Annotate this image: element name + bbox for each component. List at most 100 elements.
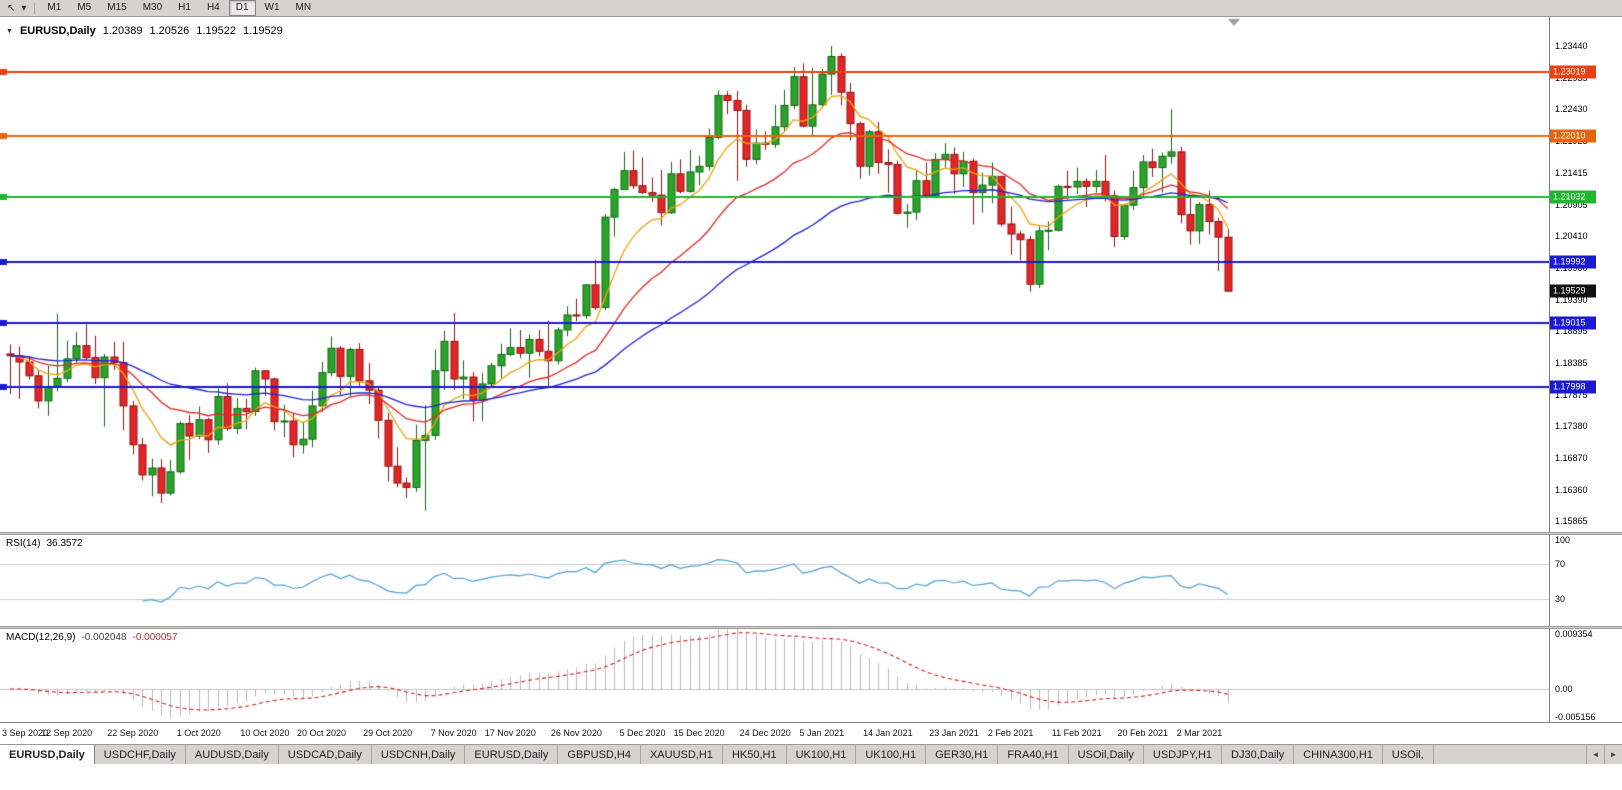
pointer-tool-icon[interactable]: ↖	[7, 2, 16, 14]
chart-tab[interactable]: DJ30,Daily	[1222, 745, 1295, 764]
rsi-panel: RSI(14) 36.3572 100 70 30	[0, 535, 1622, 626]
date-label: 3 Sep 2020	[2, 728, 49, 738]
chart-tab[interactable]: FRA40,H1	[998, 745, 1069, 764]
rsi-canvas[interactable]	[0, 535, 1549, 626]
timeframe-button-h4[interactable]: H4	[206, 2, 220, 13]
chart-tab[interactable]: AUDUSD,Daily	[186, 745, 279, 764]
macd-signal-value: -0.000057	[132, 632, 178, 643]
timeframe-button-w1[interactable]: W1	[264, 2, 280, 13]
toolbar: ↖ ▾ M1 M5 M15 M30 H1 H4 D1 W1 MN	[0, 0, 1622, 17]
date-label: 15 Dec 2020	[673, 728, 725, 738]
price-scale-tick: 1.20905	[1555, 199, 1588, 210]
rsi-scale-tick: 70	[1555, 559, 1566, 570]
ohlc-close: 1.19529	[243, 25, 283, 37]
chart-symbol-label: EURUSD,Daily	[19, 25, 96, 37]
macd-splitter[interactable]	[0, 626, 1622, 629]
ohlc-open: 1.20389	[102, 25, 143, 37]
date-label: 12 Sep 2020	[41, 728, 93, 738]
chart-tab[interactable]: GER30,H1	[926, 745, 999, 764]
chart-tabs: EURUSD,Daily USDCHF,Daily AUDUSD,Daily USDC…	[0, 745, 1434, 764]
date-label: 10 Oct 2020	[240, 728, 290, 738]
price-scale-tick: 1.16870	[1555, 452, 1588, 463]
rsi-scale-tick: 100	[1555, 535, 1571, 545]
date-label: 20 Feb 2021	[1117, 728, 1169, 738]
macd-scale-tick: 0.009354	[1555, 629, 1593, 639]
price-chart-canvas[interactable]	[0, 17, 1549, 532]
price-scale-tick: 1.21415	[1555, 167, 1588, 178]
hline-price-label: 1.19015	[1550, 316, 1596, 330]
chart-tab[interactable]: USDCHF,Daily	[95, 745, 186, 764]
chart-tab[interactable]: UK100,H1	[856, 745, 927, 764]
hline-price-label: 1.23019	[1550, 65, 1596, 79]
date-label: 23 Jan 2021	[929, 728, 979, 738]
timeframe-button-mn[interactable]: MN	[295, 2, 312, 13]
price-scale-tick: 1.15865	[1555, 516, 1588, 527]
chart-tab[interactable]: USDCAD,Daily	[279, 745, 372, 764]
macd-scale[interactable]: 0.009354 0.00 -0.005156	[1549, 629, 1622, 722]
current-price-label: 1.19529	[1550, 284, 1596, 298]
ohlc-high: 1.20526	[149, 25, 190, 37]
tab-scroll-arrows: ◄ ►	[1586, 745, 1622, 764]
date-label: 22 Sep 2020	[107, 728, 159, 738]
timeframe-button-h1[interactable]: H1	[178, 2, 191, 13]
price-scale-tick: 1.18385	[1555, 357, 1588, 368]
date-label: 20 Oct 2020	[296, 728, 347, 738]
macd-scale-tick: -0.005156	[1555, 712, 1596, 722]
macd-header: MACD(12,26,9) -0.002048 -0.000057	[6, 632, 178, 643]
hline-price-label: 1.21032	[1550, 190, 1596, 204]
chart-tab[interactable]: USOil,Daily	[1069, 745, 1144, 764]
timeframe-button-m5[interactable]: M5	[77, 2, 92, 13]
date-label: 26 Nov 2020	[550, 728, 602, 738]
date-label: 7 Nov 2020	[430, 728, 477, 738]
rsi-label: RSI(14)	[6, 538, 41, 549]
chart-tab[interactable]: HK50,H1	[723, 745, 787, 764]
toolbar-dropdown-icon[interactable]: ▾	[21, 2, 27, 14]
rsi-scale-tick: 30	[1555, 594, 1566, 605]
chart-tab[interactable]: UK100,H1	[787, 745, 857, 764]
date-label: 17 Nov 2020	[484, 728, 536, 738]
date-label: 1 Oct 2020	[176, 728, 221, 738]
macd-main-value: -0.002048	[81, 632, 127, 643]
chart-tab[interactable]: EURUSD,Daily	[465, 745, 559, 764]
timeframe-button-m1[interactable]: M1	[47, 2, 62, 13]
date-label: 2 Feb 2021	[987, 728, 1034, 738]
rsi-header: RSI(14) 36.3572	[6, 538, 83, 549]
chart-tab[interactable]: XAUUSD,H1	[641, 745, 723, 764]
rsi-splitter[interactable]	[0, 532, 1622, 535]
chart-tab[interactable]: GBPUSD,H4	[558, 745, 641, 764]
timeframe-bar: M1 M5 M15 M30 H1 H4 D1 W1 MN	[40, 0, 320, 16]
date-label: 29 Oct 2020	[363, 728, 413, 738]
date-label: 24 Dec 2020	[739, 728, 791, 738]
chart-tab[interactable]: USOil,	[1383, 745, 1434, 764]
collapse-icon[interactable]: ▼	[6, 27, 13, 35]
chart-header: ▼ EURUSD,Daily 1.20389 1.20526 1.19522 1…	[6, 25, 283, 37]
price-chart-panel: ▼ EURUSD,Daily 1.20389 1.20526 1.19522 1…	[0, 17, 1622, 532]
price-scale[interactable]: 1.234401.229351.224301.219251.214151.209…	[1549, 17, 1622, 532]
ohlc-low: 1.19522	[196, 25, 237, 37]
timeframe-button-m15[interactable]: M15	[107, 2, 127, 13]
macd-scale-tick: 0.00	[1555, 683, 1573, 694]
chart-tab[interactable]: USDCNH,Daily	[372, 745, 466, 764]
price-scale-tick: 1.22430	[1555, 104, 1588, 115]
price-scale-tick: 1.19390	[1555, 294, 1588, 305]
price-scale-tick: 1.17380	[1555, 420, 1588, 431]
chart-tab[interactable]: EURUSD,Daily	[0, 745, 95, 764]
hline-price-label: 1.17998	[1550, 380, 1596, 394]
price-scale-tick: 1.20410	[1555, 230, 1588, 241]
date-axis[interactable]: 3 Sep 2020 12 Sep 2020 22 Sep 2020 1 Oct 20…	[0, 722, 1622, 744]
macd-panel: MACD(12,26,9) -0.002048 -0.000057 0.0093…	[0, 629, 1622, 722]
chart-tab-bar: EURUSD,Daily USDCHF,Daily AUDUSD,Daily USDC…	[0, 744, 1622, 764]
chart-tab[interactable]: USDJPY,H1	[1144, 745, 1223, 764]
timeframe-button-m30[interactable]: M30	[142, 2, 163, 13]
tab-scroll-left-button[interactable]: ◄	[1586, 745, 1604, 764]
tab-scroll-right-button[interactable]: ►	[1604, 745, 1622, 764]
date-label: 5 Dec 2020	[619, 728, 666, 738]
timeframe-button-d1[interactable]: D1	[228, 0, 256, 16]
hline-price-label: 1.22010	[1550, 129, 1596, 143]
macd-label: MACD(12,26,9)	[6, 632, 76, 643]
macd-canvas[interactable]	[0, 629, 1549, 722]
rsi-scale[interactable]: 100 70 30	[1549, 535, 1622, 626]
date-label: 5 Jan 2021	[799, 728, 845, 738]
chart-tab[interactable]: CHINA300,H1	[1294, 745, 1383, 764]
price-scale-tick: 1.16360	[1555, 484, 1588, 495]
